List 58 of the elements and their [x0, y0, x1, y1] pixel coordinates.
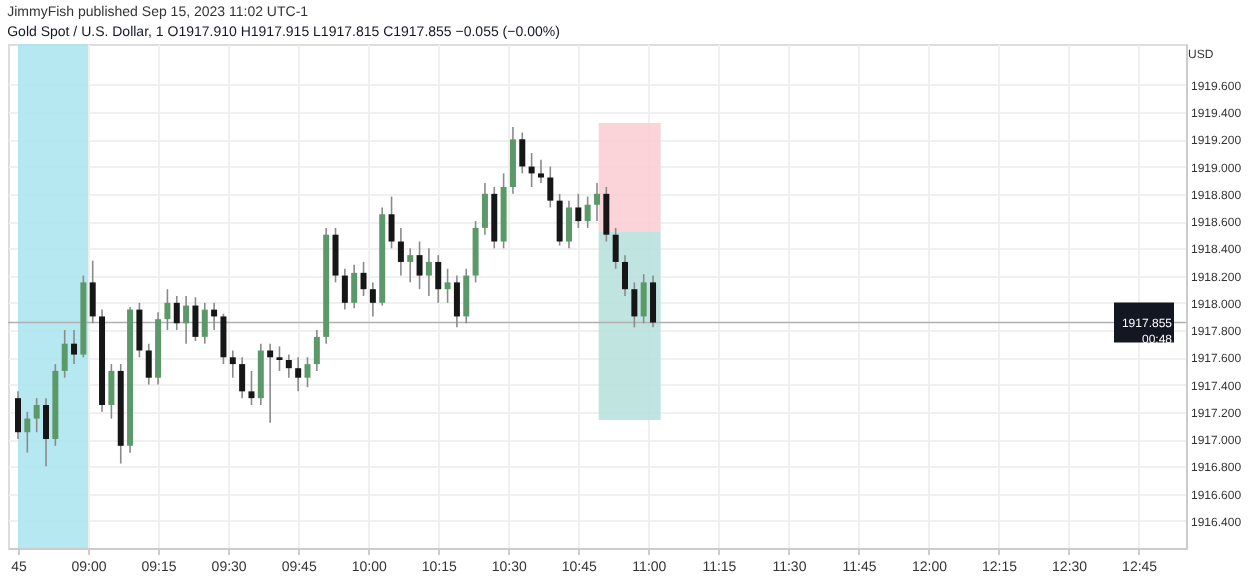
candlestick [556, 193, 563, 247]
candlestick [71, 329, 78, 365]
candlestick [248, 370, 255, 406]
candlestick [313, 329, 320, 372]
candlestick [351, 263, 358, 310]
candlestick [463, 267, 470, 325]
candlestick [15, 390, 21, 440]
candlestick [229, 349, 236, 379]
candlestick [201, 302, 208, 345]
candlestick [416, 240, 423, 290]
candlestick [360, 261, 367, 297]
candlestick [509, 126, 516, 195]
candlestick [425, 247, 432, 297]
candlestick [388, 195, 395, 250]
candlestick [341, 267, 348, 311]
candlestick [295, 356, 302, 393]
candlestick [145, 342, 152, 386]
candlestick [332, 227, 339, 284]
candlestick [61, 329, 68, 379]
candlestick [537, 158, 544, 184]
candlestick [267, 342, 274, 424]
candlestick [407, 247, 414, 284]
candlestick [369, 281, 376, 318]
candlestick [631, 281, 638, 329]
candlestick [575, 193, 582, 229]
candlestick [481, 182, 488, 236]
candlestick [183, 295, 190, 345]
candlestick [276, 345, 283, 372]
candlestick [24, 410, 31, 454]
candlestick [108, 363, 115, 420]
candlestick [397, 227, 404, 277]
candlestick [491, 186, 498, 250]
candlestick [519, 131, 526, 175]
candlestick [584, 195, 591, 229]
candlestick [435, 254, 442, 304]
candlestick [304, 356, 311, 389]
candlestick [43, 397, 50, 468]
candlestick [612, 227, 619, 270]
candlestick [164, 288, 171, 331]
candlestick [594, 182, 600, 222]
candlestick [136, 302, 143, 359]
candlestick [257, 342, 264, 406]
candlestick [453, 274, 460, 329]
candlestick [285, 353, 292, 379]
candlestick [220, 312, 227, 365]
candlestick [640, 273, 647, 325]
candlestick [622, 254, 629, 297]
candlestick [472, 220, 479, 284]
candlestick [89, 259, 96, 325]
candlestick [33, 397, 40, 434]
candlestick [444, 267, 451, 304]
candlestick [239, 356, 246, 399]
candlestick [565, 199, 572, 250]
candlestick [650, 274, 657, 329]
candlestick [603, 186, 610, 243]
candlestick [173, 295, 180, 331]
candlestick [192, 296, 199, 342]
candlestick [547, 165, 554, 209]
